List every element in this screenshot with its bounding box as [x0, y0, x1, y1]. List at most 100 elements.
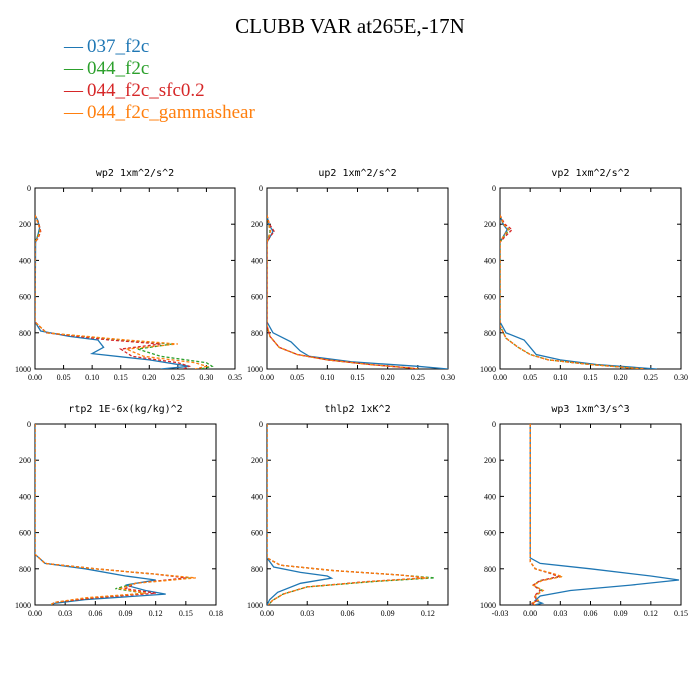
- figure-title: CLUBB VAR at265E,-17N: [235, 14, 465, 38]
- x-tick-label: 0.35: [228, 373, 242, 382]
- series-line: [35, 424, 196, 605]
- x-tick-label: 0.30: [674, 373, 688, 382]
- legend-label: 044_f2c_gammashear: [87, 102, 255, 123]
- chart-panel: wp2 1xm^2/s^2 0.00 0.05 0.10 0.15 0.20 0.25 0.3…: [15, 168, 242, 382]
- series-line: [35, 214, 192, 369]
- y-tick-label: 400: [251, 492, 263, 501]
- chart-panel: rtp2 1E-6x(kg/kg)^2 0.00 0.03 0.06 0.09 0.12 0…: [15, 404, 223, 618]
- x-tick-label: 0.15: [114, 373, 128, 382]
- x-tick-label: 0.18: [209, 609, 223, 618]
- panel-title: wp3 1xm^3/s^3: [551, 404, 629, 415]
- chart-panel: thlp2 1xK^2 0.00 0.03 0.06 0.09 0.12 0 200 400 60…: [247, 404, 449, 618]
- x-tick-label: 0.05: [290, 373, 304, 382]
- y-tick-label: 1000: [247, 365, 263, 374]
- legend-item: —037_f2c: [64, 36, 255, 58]
- x-tick-label: 0.10: [320, 373, 334, 382]
- y-tick-label: 200: [484, 456, 496, 465]
- x-tick-label: -0.03: [492, 609, 509, 618]
- x-tick-label: 0.09: [381, 609, 395, 618]
- y-tick-label: 200: [19, 456, 31, 465]
- y-tick-label: 0: [259, 184, 263, 193]
- y-tick-label: 0: [27, 420, 31, 429]
- series-line: [500, 214, 645, 369]
- legend-swatch: —: [64, 36, 83, 57]
- y-tick-label: 200: [251, 456, 263, 465]
- series-line: [35, 424, 186, 605]
- y-tick-label: 600: [251, 529, 263, 538]
- y-tick-label: 400: [19, 256, 31, 265]
- y-tick-label: 400: [484, 256, 496, 265]
- series-line: [267, 424, 334, 605]
- x-tick-label: 0.00: [523, 609, 537, 618]
- x-tick-label: 0.00: [260, 609, 274, 618]
- y-tick-label: 0: [492, 184, 496, 193]
- x-tick-label: 0.06: [340, 609, 354, 618]
- legend-item: —044_f2c_gammashear: [64, 102, 255, 124]
- x-tick-label: 0.00: [28, 373, 42, 382]
- plot-frame: [499, 187, 682, 370]
- x-tick-label: 0.10: [553, 373, 567, 382]
- y-tick-label: 1000: [480, 365, 496, 374]
- series-line: [267, 215, 418, 369]
- legend-swatch: —: [64, 102, 83, 123]
- y-tick-label: 800: [19, 565, 31, 574]
- x-tick-label: 0.00: [28, 609, 42, 618]
- y-tick-label: 800: [251, 329, 263, 338]
- x-tick-label: 0.09: [119, 609, 133, 618]
- x-tick-label: 0.03: [553, 609, 567, 618]
- x-tick-label: 0.00: [493, 373, 507, 382]
- series-line: [529, 424, 561, 605]
- x-tick-label: 0.03: [58, 609, 72, 618]
- panel-title: rtp2 1E-6x(kg/kg)^2: [68, 404, 182, 415]
- y-tick-label: 0: [27, 184, 31, 193]
- plot-frame: [499, 423, 682, 606]
- x-tick-label: 0.06: [584, 609, 598, 618]
- x-tick-label: 0.12: [644, 609, 658, 618]
- panel-title: wp2 1xm^2/s^2: [96, 168, 174, 179]
- x-tick-label: 0.05: [523, 373, 537, 382]
- series-line: [267, 424, 426, 605]
- panel-title: thlp2 1xK^2: [324, 404, 390, 415]
- x-tick-label: 0.03: [300, 609, 314, 618]
- x-tick-label: 0.06: [88, 609, 102, 618]
- x-tick-label: 0.30: [199, 373, 213, 382]
- y-tick-label: 600: [251, 293, 263, 302]
- series-line: [35, 214, 209, 369]
- y-tick-label: 0: [492, 420, 496, 429]
- x-tick-label: 0.15: [179, 609, 193, 618]
- legend-swatch: —: [64, 80, 83, 101]
- x-tick-label: 0.09: [614, 609, 628, 618]
- x-tick-label: 0.25: [171, 373, 185, 382]
- y-tick-label: 800: [484, 565, 496, 574]
- y-tick-label: 1000: [15, 365, 31, 374]
- series-line: [529, 424, 565, 605]
- series-line: [500, 214, 645, 369]
- y-tick-label: 200: [484, 220, 496, 229]
- legend-item: —044_f2c_sfc0.2: [64, 80, 255, 102]
- y-tick-label: 400: [19, 492, 31, 501]
- x-tick-label: 0.15: [351, 373, 365, 382]
- chart-panel: wp3 1xm^3/s^3 -0.03 0.00 0.03 0.06 0.09 0.12 0.…: [480, 404, 688, 618]
- y-tick-label: 800: [251, 565, 263, 574]
- legend: —037_f2c —044_f2c —044_f2c_sfc0.2 —044_f…: [64, 36, 255, 124]
- y-tick-label: 600: [484, 293, 496, 302]
- panel-title: up2 1xm^2/s^2: [318, 168, 396, 179]
- series-line: [500, 214, 657, 369]
- series-line: [35, 214, 214, 369]
- x-tick-label: 0.30: [441, 373, 455, 382]
- y-tick-label: 600: [19, 529, 31, 538]
- y-tick-label: 1000: [15, 601, 31, 610]
- series-line: [267, 215, 418, 369]
- chart-panel: vp2 1xm^2/s^2 0.00 0.05 0.10 0.15 0.20 0.25 0.3…: [480, 168, 688, 382]
- x-tick-label: 0.25: [411, 373, 425, 382]
- y-tick-label: 200: [251, 220, 263, 229]
- x-tick-label: 0.25: [644, 373, 658, 382]
- series-line: [267, 215, 448, 369]
- y-tick-label: 1000: [247, 601, 263, 610]
- y-tick-label: 400: [251, 256, 263, 265]
- y-tick-label: 1000: [480, 601, 496, 610]
- series-line: [267, 424, 435, 605]
- x-tick-label: 0.15: [674, 609, 688, 618]
